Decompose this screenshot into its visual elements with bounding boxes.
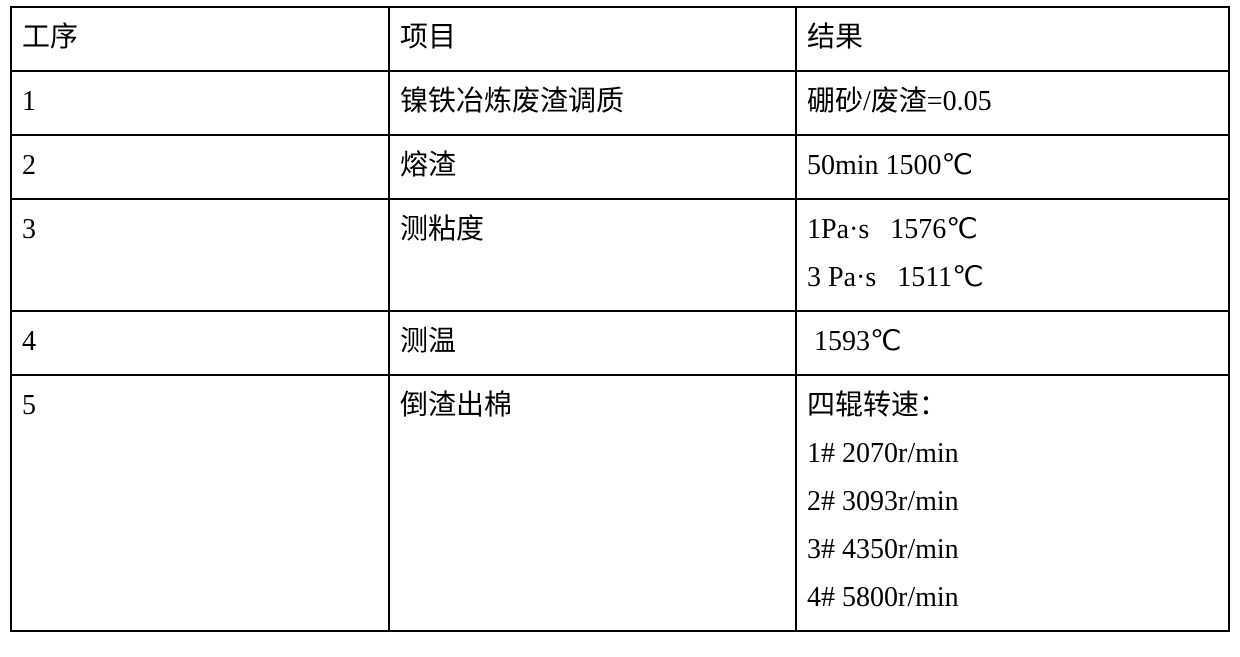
header-step: 工序 bbox=[11, 7, 389, 71]
cell-step: 3 bbox=[11, 199, 389, 311]
result-line: 四辊转速： bbox=[807, 382, 1218, 430]
header-result: 结果 bbox=[796, 7, 1229, 71]
cell-result: 1Pa·s 1576℃ 3 Pa·s 1511℃ bbox=[796, 199, 1229, 311]
table-header-row: 工序 项目 结果 bbox=[11, 7, 1229, 71]
cell-step: 4 bbox=[11, 311, 389, 375]
result-line: 2# 3093r/min bbox=[807, 478, 1218, 526]
result-line: 1# 2070r/min bbox=[807, 430, 1218, 478]
cell-step: 1 bbox=[11, 71, 389, 135]
cell-item: 测粘度 bbox=[389, 199, 796, 311]
process-table: 工序 项目 结果 1 镍铁冶炼废渣调质 硼砂/废渣=0.05 2 熔渣 50mi… bbox=[10, 6, 1230, 632]
result-line: 1593℃ bbox=[807, 318, 1218, 366]
cell-result: 1593℃ bbox=[796, 311, 1229, 375]
table-row: 2 熔渣 50min 1500℃ bbox=[11, 135, 1229, 199]
result-line: 3 Pa·s 1511℃ bbox=[807, 254, 1218, 302]
result-line: 50min 1500℃ bbox=[807, 142, 1218, 190]
cell-result: 50min 1500℃ bbox=[796, 135, 1229, 199]
cell-item: 测温 bbox=[389, 311, 796, 375]
cell-step: 5 bbox=[11, 375, 389, 631]
cell-item: 镍铁冶炼废渣调质 bbox=[389, 71, 796, 135]
cell-result: 硼砂/废渣=0.05 bbox=[796, 71, 1229, 135]
cell-result: 四辊转速： 1# 2070r/min 2# 3093r/min 3# 4350r… bbox=[796, 375, 1229, 631]
cell-item: 倒渣出棉 bbox=[389, 375, 796, 631]
result-line: 3# 4350r/min bbox=[807, 526, 1218, 574]
table-row: 5 倒渣出棉 四辊转速： 1# 2070r/min 2# 3093r/min 3… bbox=[11, 375, 1229, 631]
result-line: 硼砂/废渣=0.05 bbox=[807, 78, 1218, 126]
table-row: 3 测粘度 1Pa·s 1576℃ 3 Pa·s 1511℃ bbox=[11, 199, 1229, 311]
cell-step: 2 bbox=[11, 135, 389, 199]
result-line: 4# 5800r/min bbox=[807, 574, 1218, 622]
cell-item: 熔渣 bbox=[389, 135, 796, 199]
header-item: 项目 bbox=[389, 7, 796, 71]
table-row: 4 测温 1593℃ bbox=[11, 311, 1229, 375]
result-line: 1Pa·s 1576℃ bbox=[807, 206, 1218, 254]
table-row: 1 镍铁冶炼废渣调质 硼砂/废渣=0.05 bbox=[11, 71, 1229, 135]
